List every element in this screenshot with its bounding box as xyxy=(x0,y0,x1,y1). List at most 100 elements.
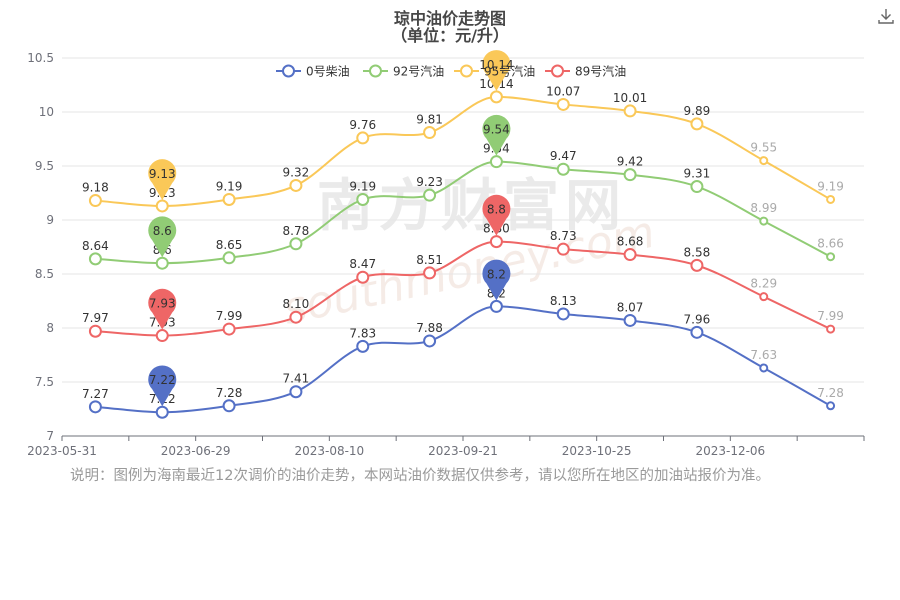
pin-label: 8.6 xyxy=(153,224,172,238)
series-lines xyxy=(95,95,832,414)
data-label: 7.99 xyxy=(817,309,844,323)
series-line xyxy=(95,305,832,414)
data-point xyxy=(623,248,637,262)
data-point xyxy=(826,401,836,411)
pin-marker: 7.22 xyxy=(148,365,177,407)
data-point xyxy=(489,155,503,169)
data-label: 8.47 xyxy=(349,257,376,271)
data-label: 7.27 xyxy=(82,387,109,401)
legend-item[interactable]: 0号柴油 xyxy=(276,64,350,79)
data-label: 9.31 xyxy=(684,167,711,181)
legend-item[interactable]: 95号汽油 xyxy=(454,64,535,79)
y-tick-label: 9 xyxy=(46,213,54,227)
data-point xyxy=(356,339,370,353)
data-point xyxy=(88,400,102,414)
data-label: 8.29 xyxy=(750,277,777,291)
data-point xyxy=(759,292,769,302)
pin-label: 9.54 xyxy=(483,123,510,137)
legend-label: 95号汽油 xyxy=(484,64,535,79)
data-point xyxy=(88,252,102,266)
pin-marker: 8.8 xyxy=(482,194,511,236)
data-point xyxy=(759,156,769,166)
legend-item[interactable]: 92号汽油 xyxy=(363,64,444,79)
data-point xyxy=(489,90,503,104)
legend-marker xyxy=(460,64,473,78)
data-label: 9.42 xyxy=(617,155,644,169)
legend-marker xyxy=(551,64,564,78)
pin-shape xyxy=(482,50,511,91)
data-point xyxy=(289,178,303,192)
data-label: 8.66 xyxy=(817,237,844,251)
data-label: 9.76 xyxy=(349,118,376,132)
axes: 7 7.5 8 8.5 9 9.5 10 10.5 2023-05-31 2023-06-29 20… xyxy=(27,51,865,458)
data-point xyxy=(690,325,704,339)
legend-marker xyxy=(369,64,382,78)
data-point xyxy=(423,334,437,348)
data-label: 9.19 xyxy=(817,179,844,193)
data-point xyxy=(690,117,704,131)
footnote: 说明：图例为海南最近12次调价的油价走势，本网站油价数据仅供参考，请以您所在地区… xyxy=(70,468,770,484)
pin-label: 7.22 xyxy=(149,373,176,387)
data-label: 10.07 xyxy=(546,84,580,98)
pin-shape xyxy=(148,365,177,407)
data-label: 8.51 xyxy=(416,253,443,267)
pin-marker: 9.13 xyxy=(148,159,177,200)
data-point xyxy=(759,216,769,226)
x-tick-label: 2023-06-29 xyxy=(161,444,231,458)
data-label: 9.89 xyxy=(684,104,711,118)
data-point xyxy=(556,162,570,176)
data-label: 8.07 xyxy=(617,300,644,314)
data-point xyxy=(423,266,437,280)
legend-item[interactable]: 89号汽油 xyxy=(545,64,626,79)
pin-label: 8.2 xyxy=(487,267,506,281)
pin-shape xyxy=(148,159,177,200)
data-point xyxy=(826,194,836,204)
pin-shape xyxy=(148,216,177,258)
data-point xyxy=(356,270,370,284)
y-tick-label: 8.5 xyxy=(35,267,54,281)
x-tick-label: 2023-08-10 xyxy=(294,444,364,458)
data-label: 10.01 xyxy=(613,91,647,105)
data-label: 9.47 xyxy=(550,149,577,163)
data-point xyxy=(88,194,102,208)
legend[interactable]: 0号柴油 92号汽油 95号汽油 89号汽油 xyxy=(276,64,626,79)
data-label: 8.10 xyxy=(283,297,310,311)
data-label: 8.64 xyxy=(82,239,109,253)
data-point xyxy=(690,180,704,194)
data-label: 9.18 xyxy=(82,181,109,195)
legend-label: 92号汽油 xyxy=(393,64,444,79)
pin-marker: 8.2 xyxy=(482,259,511,301)
y-tick-label: 8 xyxy=(46,321,54,335)
data-point xyxy=(623,104,637,118)
pin-marker: 10.14 xyxy=(479,50,514,91)
data-point xyxy=(690,258,704,272)
pin-marker: 8.6 xyxy=(148,216,177,258)
pin-shape xyxy=(482,114,511,156)
data-label: 7.63 xyxy=(750,348,777,362)
data-label: 9.19 xyxy=(216,179,243,193)
data-point xyxy=(222,251,236,265)
data-point xyxy=(556,97,570,111)
y-tick-label: 10.5 xyxy=(27,51,54,65)
data-label: 7.28 xyxy=(216,386,243,400)
legend-marker xyxy=(282,64,295,78)
data-point xyxy=(356,131,370,145)
data-label: 9.81 xyxy=(416,113,443,127)
y-tick-label: 9.5 xyxy=(35,159,54,173)
data-point xyxy=(423,188,437,202)
data-label: 7.41 xyxy=(283,372,310,386)
download-icon[interactable] xyxy=(876,6,896,26)
data-point xyxy=(289,385,303,399)
x-tick-label: 2023-12-06 xyxy=(695,444,765,458)
data-point xyxy=(623,313,637,327)
data-point xyxy=(556,307,570,321)
data-point xyxy=(289,310,303,324)
data-label: 8.99 xyxy=(750,201,777,215)
data-point xyxy=(155,329,169,343)
x-tick-label: 2023-09-21 xyxy=(428,444,498,458)
data-point xyxy=(826,324,836,334)
pin-label: 8.8 xyxy=(487,203,506,217)
x-tick-label: 2023-05-31 xyxy=(27,444,97,458)
data-point xyxy=(423,126,437,140)
data-point xyxy=(489,299,503,313)
